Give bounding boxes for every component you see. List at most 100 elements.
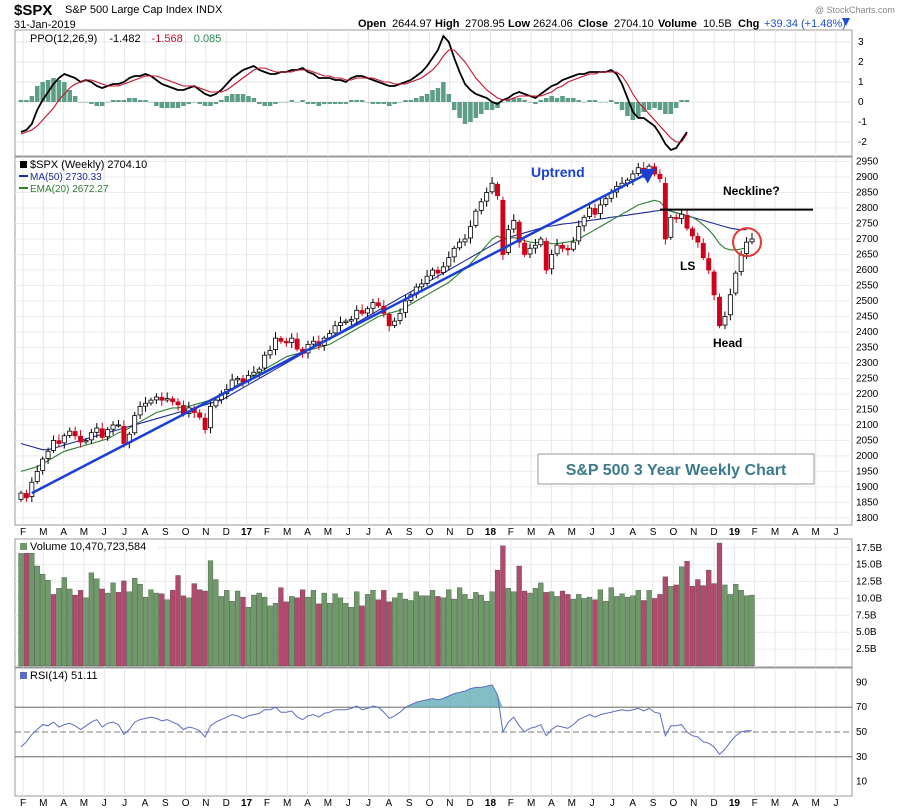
price-candle <box>727 294 733 316</box>
volume-bar <box>478 594 484 667</box>
price-candle <box>370 302 376 309</box>
volume-bar <box>473 592 479 667</box>
price-candle <box>440 266 446 274</box>
volume-bar <box>45 580 51 667</box>
volume-bar <box>733 584 739 667</box>
price-candle <box>83 440 89 443</box>
ppo-tick-label: -1 <box>858 117 867 128</box>
volume-bar <box>310 590 316 667</box>
x-tick-label: M <box>812 798 820 809</box>
volume-tick-label: 15.0B <box>856 560 882 571</box>
volume-bar <box>505 588 511 667</box>
ppo-histogram-bar <box>538 100 544 102</box>
volume-bar <box>137 584 143 667</box>
volume-title-bg <box>18 541 158 553</box>
rsi-tick-label: 50 <box>856 727 868 738</box>
x-tick-label: M <box>39 798 47 809</box>
volume-bar <box>641 600 647 667</box>
price-candle <box>23 493 29 499</box>
ppo-histogram-bar <box>376 102 381 104</box>
ppo-histogram-bar <box>300 100 305 102</box>
price-candle <box>354 309 360 320</box>
price-tick-label: 2600 <box>856 265 879 276</box>
volume-bar <box>543 592 549 667</box>
volume-bar <box>121 580 127 667</box>
ppo-histogram-bar <box>148 102 154 103</box>
ppo-histogram-bar <box>386 102 392 106</box>
price-candle <box>197 412 203 418</box>
price-candle <box>267 350 273 356</box>
ppo-histogram-bar <box>311 102 316 104</box>
volume-bar <box>549 591 555 667</box>
x-tick-label: 18 <box>485 798 497 809</box>
x-tick-label: D <box>223 527 230 538</box>
x-tick-label: N <box>202 798 209 809</box>
price-candle <box>684 214 690 229</box>
volume-bar <box>142 596 149 667</box>
ppo-histogram-bar <box>424 94 430 102</box>
x-tick-label: O <box>426 798 434 809</box>
x-tick-label: 17 <box>241 798 253 809</box>
price-tick-label: 2050 <box>856 435 879 446</box>
ppo-histogram-bar <box>116 100 121 102</box>
x-tick-label: A <box>60 798 67 809</box>
price-candle <box>397 312 403 321</box>
ppo-histogram-bar <box>489 102 495 110</box>
x-tick-label: M <box>80 527 88 538</box>
volume-bar <box>77 590 84 667</box>
price-candle <box>738 254 744 273</box>
ppo-histogram-bar <box>636 102 641 118</box>
high-value: 2708.95 <box>465 18 505 30</box>
volume-bar <box>299 589 306 667</box>
price-candle <box>467 226 473 239</box>
price-candle <box>603 198 609 205</box>
volume-bar <box>397 592 403 667</box>
ppo-histogram-bar <box>34 86 40 102</box>
price-tick-label: 2200 <box>856 389 879 400</box>
ohlc-readout: Open 2644.97 High 2708.95 Low 2624.06 Cl… <box>358 18 846 30</box>
price-candle <box>273 337 278 350</box>
price-candle <box>673 217 679 220</box>
index-name: S&P 500 Large Cap Index <box>65 4 193 16</box>
price-candle <box>516 221 522 243</box>
rsi-tick-label: 30 <box>856 752 868 763</box>
volume-bar <box>429 590 436 667</box>
open-value: 2644.97 <box>392 18 432 30</box>
volume-title: Volume 10,470,723,584 <box>30 541 146 553</box>
price-candle <box>635 167 641 174</box>
volume-bar <box>272 603 279 667</box>
open-label: Open <box>358 18 386 30</box>
ppo-histogram-bar <box>267 102 273 106</box>
annotation-head: Head <box>713 336 742 350</box>
volume-bar <box>348 607 354 667</box>
ppo-histogram-bar <box>457 102 462 118</box>
price-candle <box>430 269 435 277</box>
volume-bar <box>408 600 414 667</box>
volume-bar <box>494 569 501 667</box>
price-candle <box>576 226 582 242</box>
price-candle <box>679 213 685 219</box>
ppo-histogram-bar <box>224 96 230 102</box>
volume-bar <box>592 599 598 667</box>
ppo-histogram-bar <box>354 100 359 102</box>
symbol: $SPX <box>14 2 52 19</box>
x-tick-label: A <box>60 527 67 538</box>
price-tick-label: 2400 <box>856 327 879 338</box>
price-candle <box>711 271 717 296</box>
ppo-histogram-bar <box>462 102 468 124</box>
price-candle <box>695 236 701 243</box>
ppo-histogram-bar <box>62 82 67 102</box>
price-candle <box>99 428 105 438</box>
price-candle <box>511 220 517 230</box>
ppo-histogram-bar <box>392 102 397 104</box>
price-tick-label: 2250 <box>856 373 879 384</box>
volume-bar <box>586 596 593 667</box>
volume-bar <box>159 593 165 667</box>
ppo-histogram-bar <box>208 102 213 106</box>
x-tick-label: M <box>527 798 535 809</box>
high-label: High <box>435 18 460 30</box>
ppo-histogram-bar <box>408 100 414 102</box>
ppo-histogram-bar <box>278 102 284 103</box>
ppo-histogram-bar <box>576 100 582 102</box>
ppo-histogram-bar <box>592 100 598 102</box>
